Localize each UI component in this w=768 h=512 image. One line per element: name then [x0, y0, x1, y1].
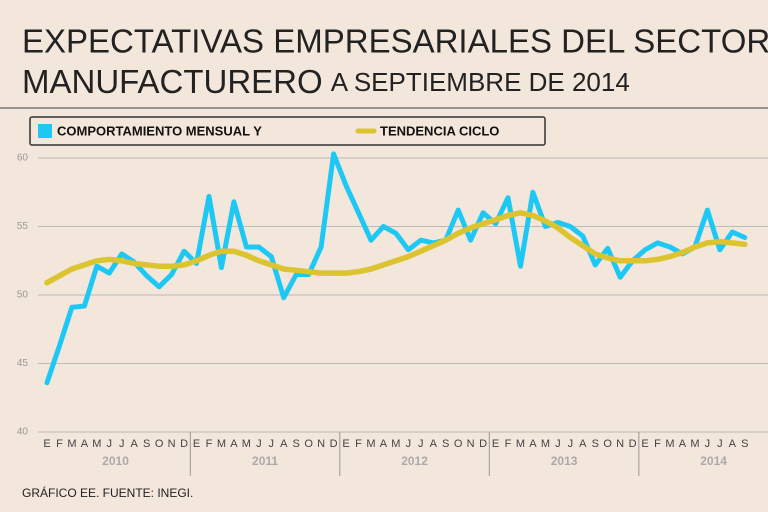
x-tick-label: E: [193, 438, 200, 450]
x-tick-label: E: [43, 438, 50, 450]
x-tick-label: M: [366, 438, 375, 450]
x-tick-label: D: [629, 438, 637, 450]
title-line2: MANUFACTURERO: [22, 63, 323, 100]
x-tick-label: J: [705, 438, 711, 450]
x-tick-label: O: [304, 438, 313, 450]
x-tick-label: M: [690, 438, 699, 450]
x-tick-label: N: [168, 438, 176, 450]
x-tick-label: A: [230, 438, 238, 450]
x-tick-label: J: [555, 438, 561, 450]
legend-box: [29, 116, 546, 146]
x-tick-label: J: [406, 438, 412, 450]
y-tick-label: 45: [17, 358, 29, 369]
series-line: [44, 151, 748, 386]
x-tick-label: F: [56, 438, 63, 450]
x-tick-label: M: [516, 438, 525, 450]
legend-label: TENDENCIA CICLO: [380, 123, 499, 138]
x-tick-label: O: [155, 438, 164, 450]
year-label: 2013: [551, 454, 578, 468]
x-tick-label: N: [467, 438, 475, 450]
x-tick-label: A: [81, 438, 89, 450]
x-tick-label: A: [579, 438, 587, 450]
x-tick-label: J: [256, 438, 262, 450]
y-tick-label: 50: [17, 290, 29, 301]
x-tick-label: S: [143, 438, 150, 450]
year-label: 2014: [700, 454, 727, 468]
x-tick-label: D: [180, 438, 188, 450]
x-tick-label: F: [505, 438, 512, 450]
y-tick-label: 40: [17, 427, 29, 438]
x-tick-label: A: [280, 438, 288, 450]
x-tick-label: E: [342, 438, 349, 450]
x-tick-label: F: [206, 438, 213, 450]
x-tick-label: J: [119, 438, 125, 450]
x-tick-label: F: [654, 438, 661, 450]
x-tick-label: S: [293, 438, 300, 450]
x-tick-label: N: [317, 438, 325, 450]
chart-title-line2: MANUFACTURERO A SEPTIEMBRE DE 2014: [22, 63, 630, 100]
x-tick-label: O: [454, 438, 463, 450]
x-tick-label: M: [665, 438, 674, 450]
x-tick-label: O: [603, 438, 612, 450]
x-tick-label: J: [568, 438, 574, 450]
chart-subtitle: A SEPTIEMBRE DE 2014: [331, 67, 630, 97]
x-tick-label: S: [592, 438, 599, 450]
y-tick-label: 60: [17, 153, 29, 164]
year-label: 2012: [401, 454, 428, 468]
x-tick-label: J: [107, 438, 113, 450]
x-tick-label: E: [641, 438, 648, 450]
x-tick-label: J: [269, 438, 275, 450]
chart-title: EXPECTATIVAS EMPRESARIALES DEL SECTOR: [22, 23, 768, 60]
x-tick-label: M: [67, 438, 76, 450]
year-label: 2011: [252, 454, 278, 468]
x-tick-label: S: [442, 438, 449, 450]
year-label: 2010: [102, 454, 129, 468]
footer: GRÁFICO EE. FUENTE: INEGI.: [22, 485, 193, 500]
x-tick-label: A: [430, 438, 438, 450]
x-tick-label: D: [330, 438, 338, 450]
x-tick-label: N: [616, 438, 624, 450]
legend-swatch: [38, 124, 52, 138]
x-tick-label: J: [717, 438, 723, 450]
x-tick-label: D: [479, 438, 487, 450]
x-tick-label: M: [391, 438, 400, 450]
legend-label: COMPORTAMIENTO MENSUAL Y: [57, 123, 262, 138]
x-tick-label: A: [679, 438, 687, 450]
x-tick-label: A: [729, 438, 737, 450]
x-tick-label: S: [741, 438, 748, 450]
x-tick-label: M: [541, 438, 550, 450]
x-tick-label: A: [380, 438, 388, 450]
y-tick-label: 55: [17, 221, 29, 232]
x-tick-label: E: [492, 438, 499, 450]
x-tick-label: M: [92, 438, 101, 450]
x-tick-label: A: [529, 438, 537, 450]
x-tick-label: M: [242, 438, 251, 450]
x-tick-label: F: [355, 438, 362, 450]
x-tick-label: J: [418, 438, 424, 450]
series-line: [44, 210, 748, 286]
x-tick-label: A: [131, 438, 139, 450]
x-tick-label: M: [217, 438, 226, 450]
